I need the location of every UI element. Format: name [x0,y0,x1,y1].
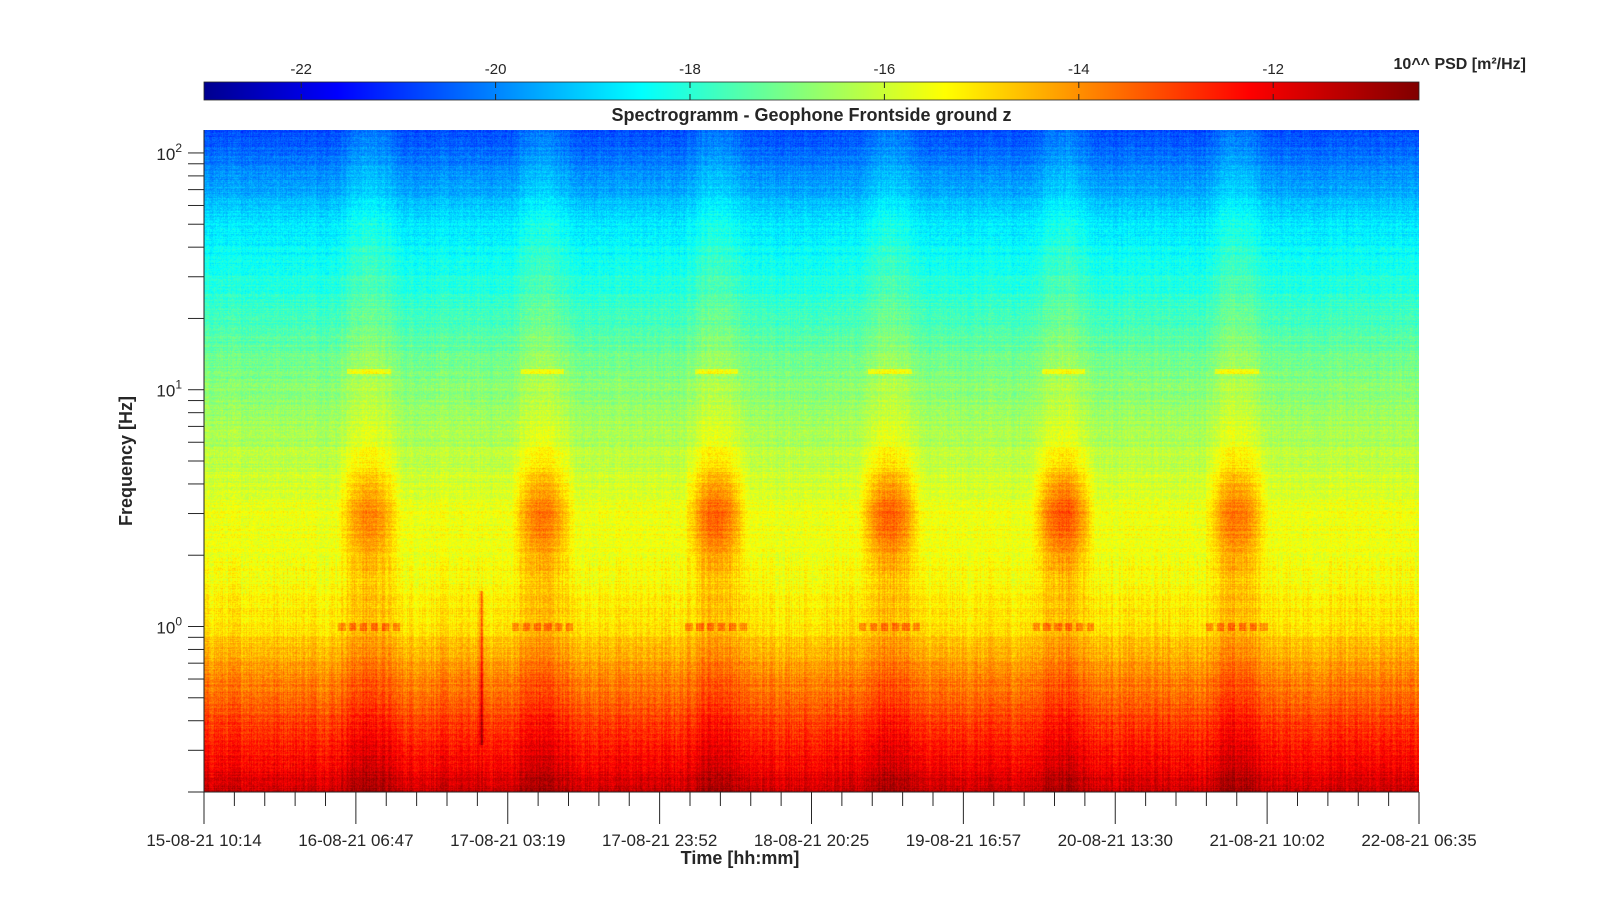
x-axis-label: Time [hh:mm] [681,848,800,868]
colorbar-ticks: -22 -20 -18 -16 -14 -12 [290,61,1284,100]
y-tick-label: 101 [156,378,182,401]
y-axis-label: Frequency [Hz] [116,396,136,526]
y-axis: 102 101 100 Frequency [Hz] [116,130,205,793]
x-tick-label: 17-08-21 03:19 [450,831,565,850]
x-tick-label: 18-08-21 20:25 [754,831,869,850]
x-axis: 15-08-21 10:14 16-08-21 06:47 17-08-21 03:… [146,791,1477,868]
colorbar-gradient [203,81,1420,101]
x-tick-label: 21-08-21 10:02 [1209,831,1324,850]
colorbar-tick-label: -22 [290,61,312,78]
x-tick-label: 17-08-21 23:52 [602,831,717,850]
spectrogram-canvas [204,130,1419,792]
plot-area [204,130,1419,792]
colorbar-tick-label: -12 [1262,61,1284,78]
colorbar-tick-label: -20 [485,61,507,78]
y-tick-label: 100 [156,615,182,638]
x-tick-label: 15-08-21 10:14 [146,831,261,850]
x-tick-label: 16-08-21 06:47 [298,831,413,850]
y-axis-ticks: 102 101 100 [156,141,204,793]
x-tick-label: 20-08-21 13:30 [1058,831,1173,850]
y-tick-label: 102 [156,141,182,164]
colorbar-tick-label: -16 [874,61,896,78]
x-axis-ticks: 15-08-21 10:14 16-08-21 06:47 17-08-21 03:… [146,792,1477,850]
x-tick-label: 19-08-21 16:57 [906,831,1021,850]
x-tick-label: 22-08-21 06:35 [1361,831,1476,850]
colorbar-tick-label: -18 [679,61,701,78]
colorbar: -22 -20 -18 -16 -14 -12 10^^ PSD [m²/Hz] [203,56,1526,101]
colorbar-tick-label: -14 [1068,61,1090,78]
colorbar-label: 10^^ PSD [m²/Hz] [1394,56,1526,73]
chart-title: Spectrogramm - Geophone Frontside ground… [611,105,1011,125]
